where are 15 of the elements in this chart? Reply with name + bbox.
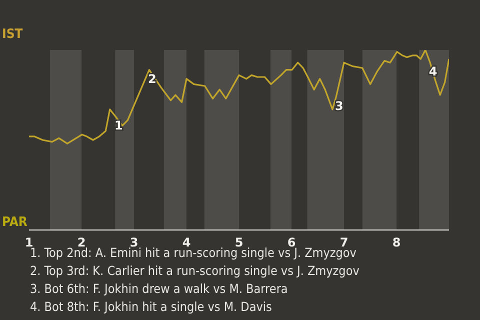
text: 2. Top 3rd: K. Carlier hit a run-scoring single vs J. Zmyzgov (30, 262, 360, 280)
x-tick-label: 3 (130, 236, 138, 250)
x-tick-label: 6 (287, 236, 296, 250)
x-tick-label: 2 (77, 236, 86, 250)
annotation: 1 (114, 118, 123, 133)
text: 3. Bot 6th: F. Jokhin drew a walk vs M. Barrera (30, 280, 289, 298)
text: PAR (2, 215, 28, 230)
text: 4. Bot 8th: F. Jokhin hit a single vs M. Davis (30, 298, 273, 316)
annotation: 2 (148, 72, 156, 86)
x-tick-label: 5 (234, 236, 244, 250)
x-tick-label: 7 (340, 236, 348, 250)
annotation: 3 (334, 98, 344, 113)
x-tick-label: 8 (392, 236, 401, 250)
text: IST (2, 27, 23, 42)
x-tick-label: 4 (182, 236, 191, 250)
